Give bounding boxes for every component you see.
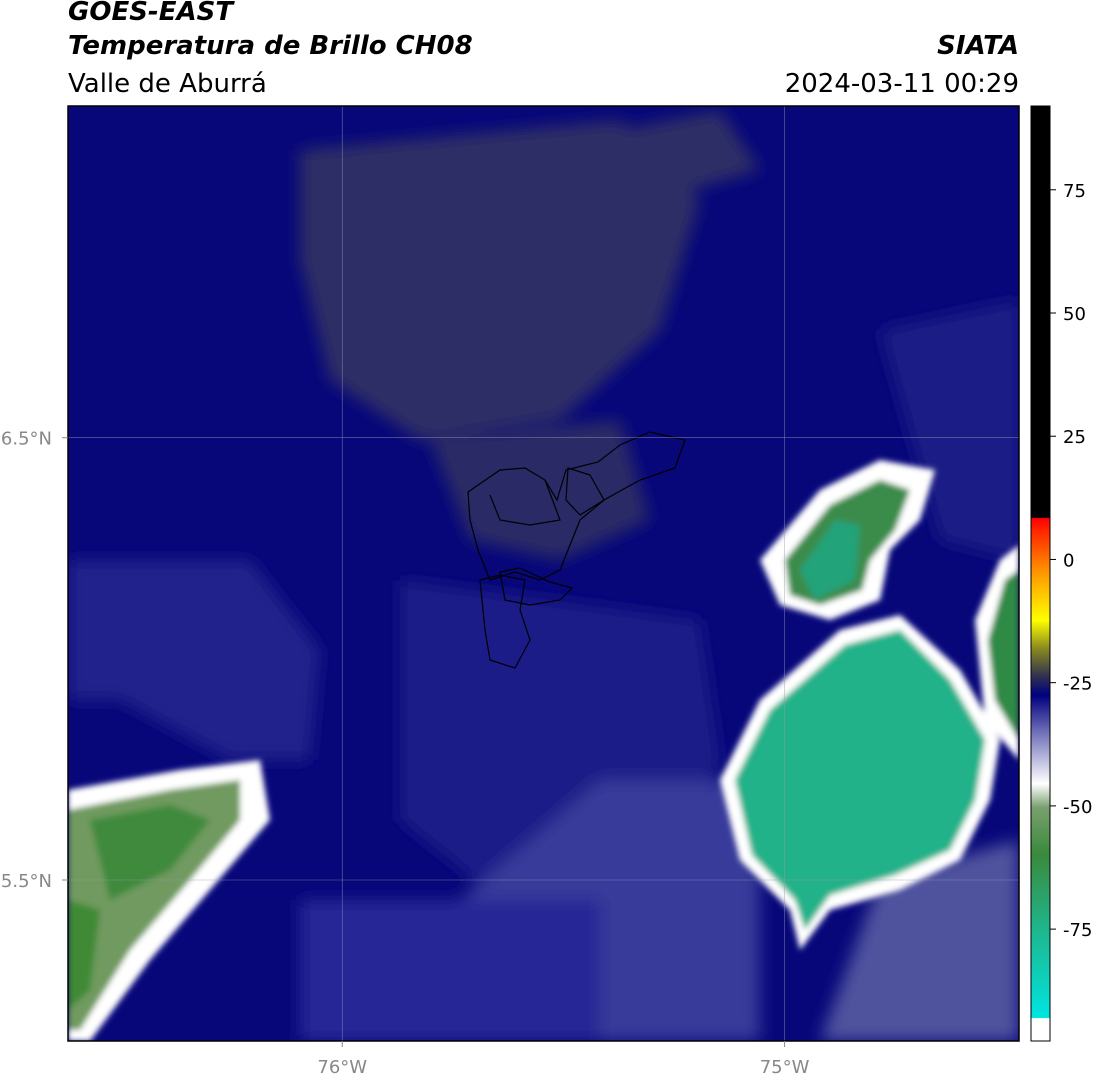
map-image — [68, 106, 1019, 1041]
y-tick-label: 6.5°N — [1, 429, 52, 450]
region: Valle de Aburrá — [68, 69, 267, 99]
title: GOES-EAST — [68, 0, 235, 27]
colorbar-tick-label: -75 — [1063, 920, 1092, 941]
colorbar-tick-label: -50 — [1063, 797, 1092, 818]
map-frame — [67, 105, 1020, 1042]
colorbar-tick-label: 25 — [1063, 427, 1086, 448]
colorbar-tick-label: 50 — [1063, 304, 1086, 325]
x-tick-label: 75°W — [760, 1057, 810, 1078]
colorbar-tick-label: 0 — [1063, 550, 1074, 571]
x-tick-label: 76°W — [317, 1057, 367, 1078]
colorbar — [1030, 105, 1051, 1042]
colorbar-tick-label: 75 — [1063, 181, 1086, 202]
y-tick-label: 5.5°N — [1, 871, 52, 892]
boundaries — [467, 431, 686, 669]
datetime: 2024-03-11 00:29 — [785, 69, 1019, 99]
grid — [68, 106, 1019, 1041]
colorbar-tick-label: -25 — [1063, 674, 1092, 695]
source: SIATA — [937, 31, 1019, 61]
subtitle: Temperatura de Brillo CH08 — [68, 31, 473, 61]
